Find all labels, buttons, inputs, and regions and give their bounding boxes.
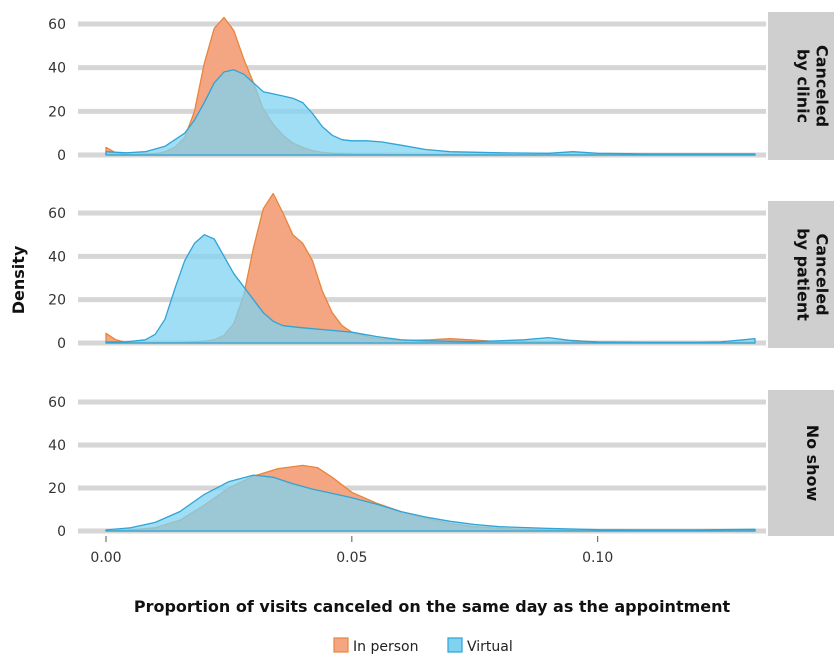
legend-swatch-virtual [447,637,463,653]
facet-strip [768,390,834,536]
y-tick-label: 60 [48,17,66,33]
x-tick-label: 0.10 [582,550,613,566]
facet-strip-label: Canceled [813,45,832,127]
legend-label: In person [353,639,418,655]
facet-strip-label: Canceled [813,233,832,315]
y-tick-label: 40 [48,249,66,265]
density-area-virtual [105,234,756,344]
y-tick-label: 40 [48,438,66,454]
y-tick-label: 0 [57,524,66,540]
density-area-virtual [105,474,756,532]
x-tick-label: 0.05 [336,550,367,566]
y-tick-label: 20 [48,293,66,309]
y-axis-label: Density [9,245,28,314]
legend-label: Virtual [467,639,513,655]
x-axis: 0.00 0.05 0.10 [90,536,613,566]
panel-3: 0 20 40 60 No show [48,390,834,540]
y-tick-label: 40 [48,61,66,77]
legend: In person Virtual [333,637,513,655]
y-tick-label: 60 [48,395,66,411]
y-tick-label: 20 [48,104,66,120]
legend-swatch-in-person [333,637,349,653]
y-tick-label: 0 [57,336,66,352]
facet-strip-label: by clinic [794,49,813,123]
x-tick-label: 0.00 [90,550,121,566]
density-area-virtual [105,69,756,156]
x-axis-label: Proportion of visits canceled on the sam… [134,597,731,616]
y-tick-label: 20 [48,481,66,497]
facet-strip-label: by patient [794,228,813,321]
y-tick-label: 60 [48,206,66,222]
facet-strip [768,201,834,348]
facet-strip-label: No show [803,425,822,502]
y-tick-label: 0 [57,148,66,164]
facet-strip [768,12,834,160]
